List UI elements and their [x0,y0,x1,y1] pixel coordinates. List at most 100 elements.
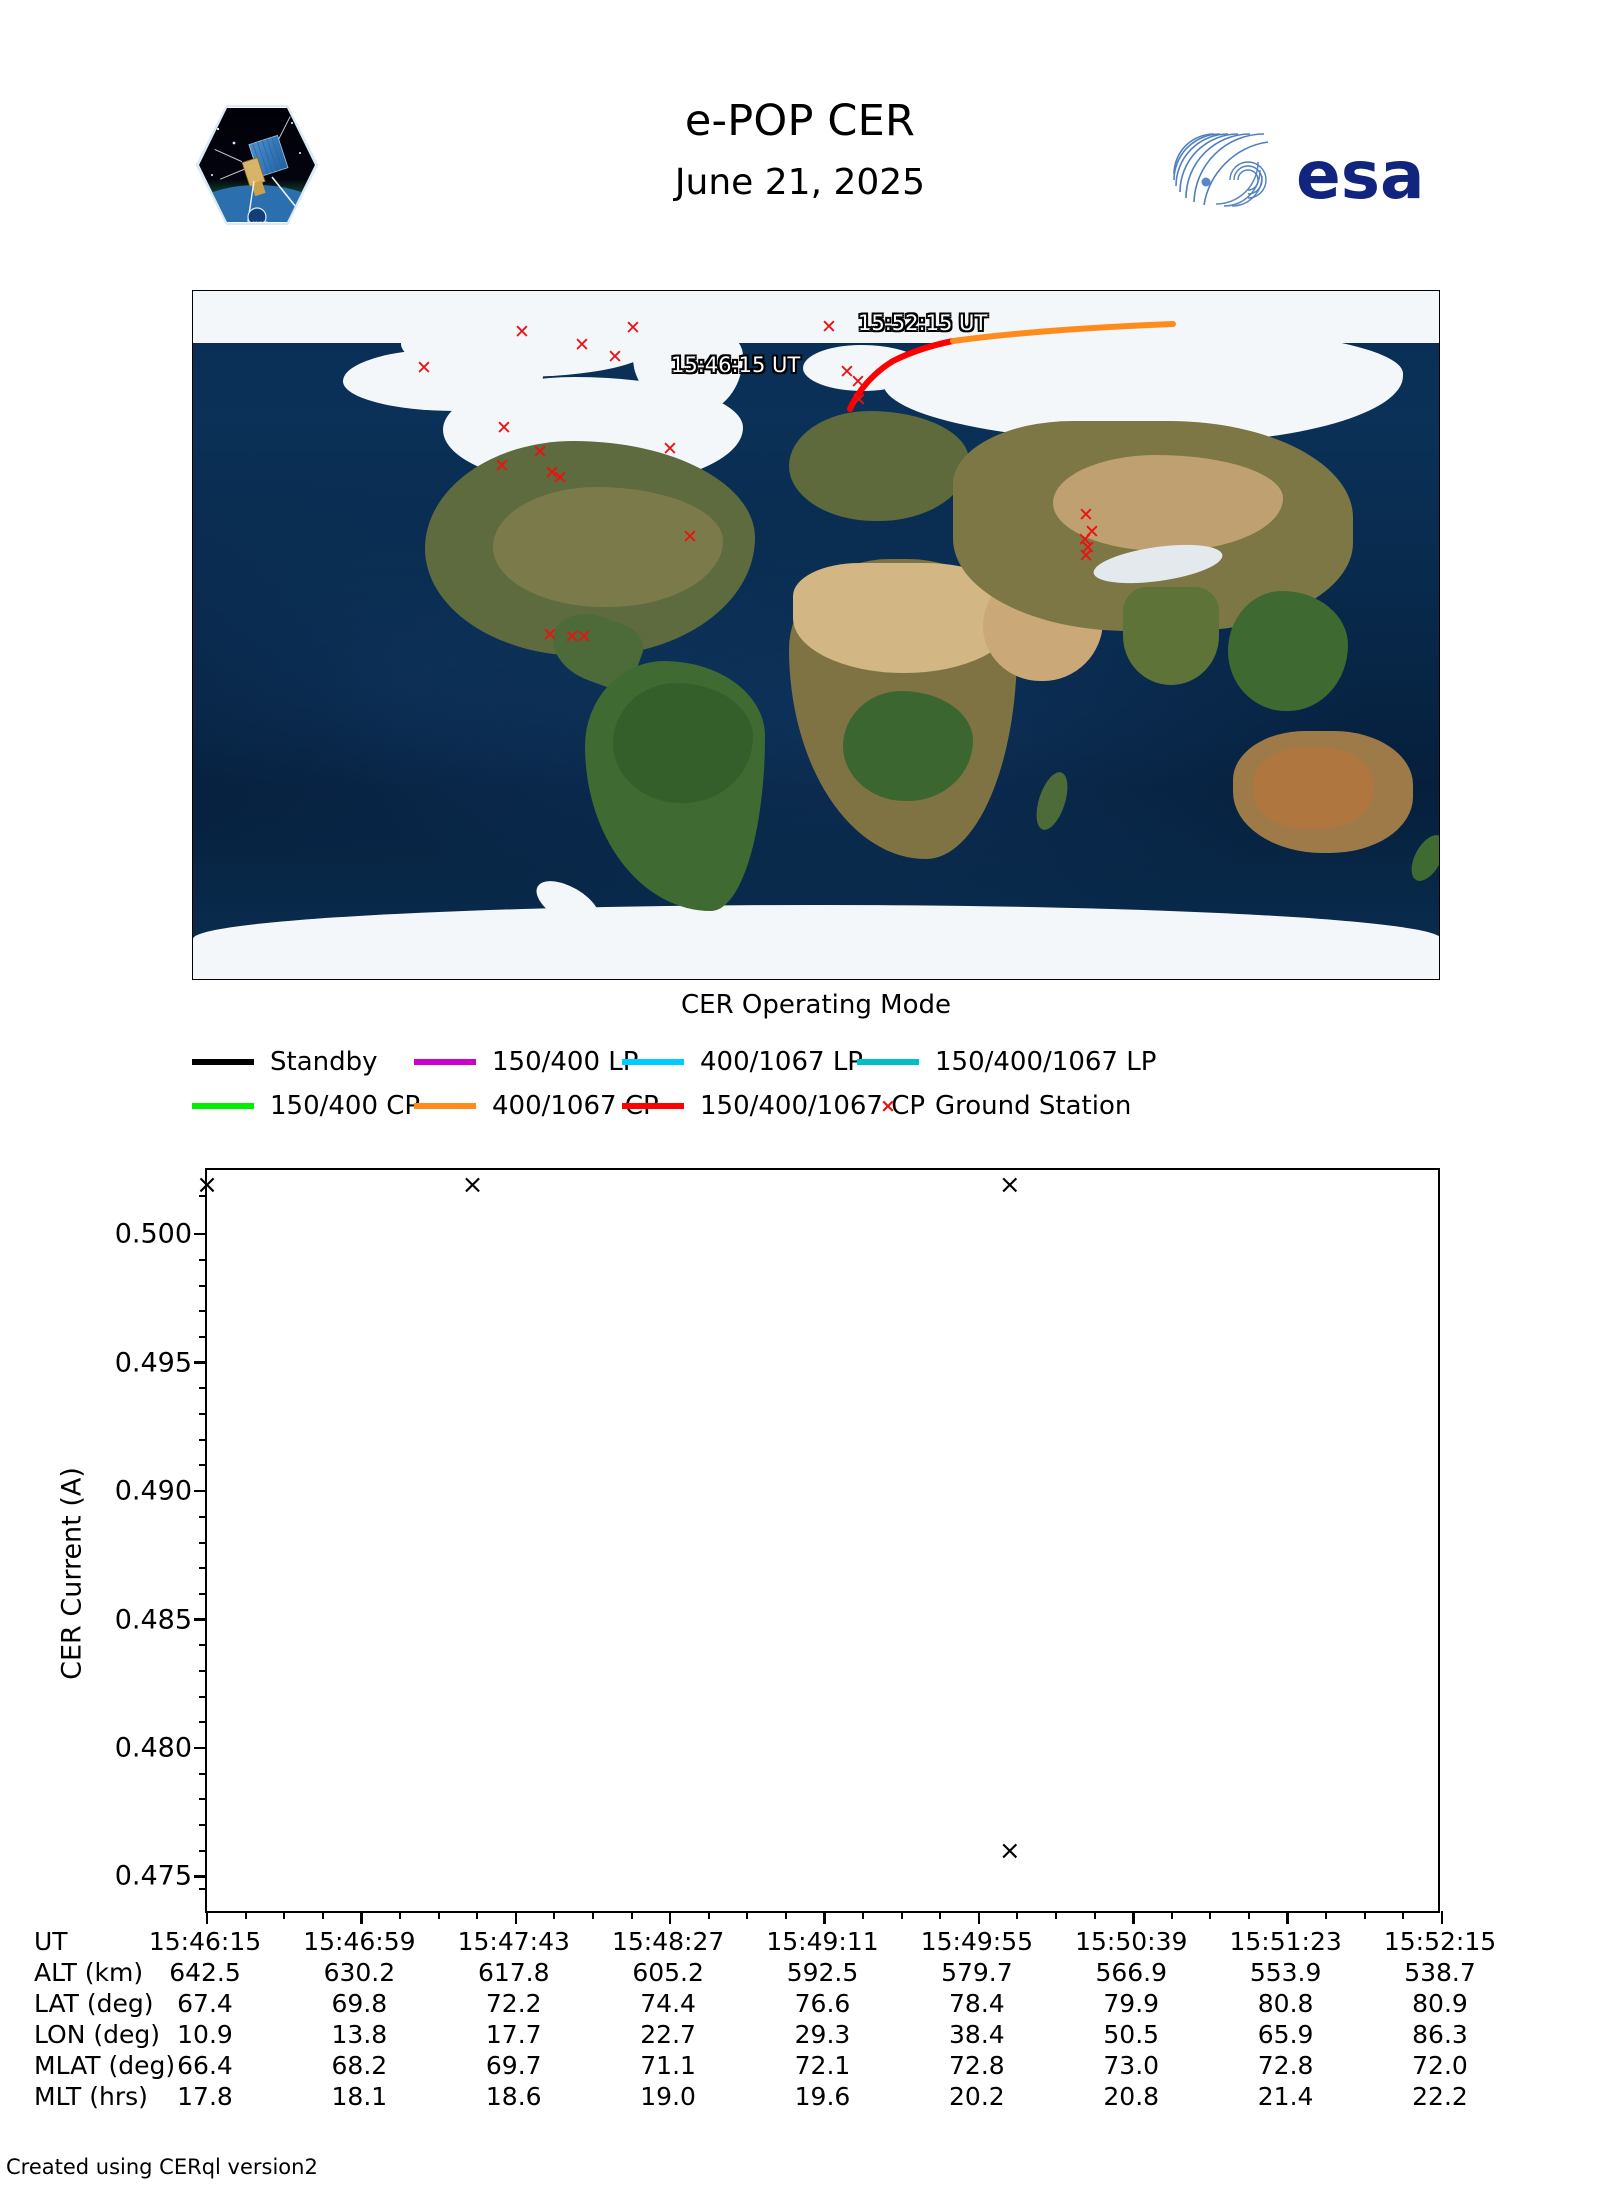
table-cell: 67.4 [177,1989,233,2018]
y-axis-minor-tick [199,1695,207,1698]
y-axis-tick [194,1746,207,1750]
table-cell: 10.9 [177,2020,233,2049]
legend-item: 150/400 LP [414,1047,638,1077]
y-axis-minor-tick [199,1438,207,1441]
world-map-image: ✕ ✕ ✕ ✕ ✕ ✕ ✕ ✕ ✕ ✕ ✕ ✕ ✕ ✕ ✕ ✕ ✕ ✕ ✕ ✕ … [193,291,1439,979]
ground-station-marker: ✕ [1078,545,1094,567]
y-axis-tick-label: 0.495 [114,1347,192,1379]
track-start-time-label: 15:46:15 UT [671,353,801,377]
legend-item: 400/1067 LP [622,1047,863,1077]
australia-outback [1253,747,1373,829]
ground-station-marker: ✕ [532,441,548,463]
table-cell: 71.1 [640,2051,696,2080]
y-axis-minor-tick [199,1772,207,1775]
legend-item: 400/1067 CP [414,1091,659,1121]
legend-label: 150/400 LP [492,1047,639,1077]
ground-station-marker: ✕ [850,371,866,393]
table-cell: 15:47:43 [457,1927,570,1956]
legend-row: Standby 150/400 LP 400/1067 LP 150/400/1067… [192,1040,1472,1084]
legend-marker-ground-station: × [880,1095,896,1117]
table-cell: 80.9 [1412,1989,1468,2018]
y-axis-tick [194,1232,207,1236]
congo-rainforest [843,691,973,801]
x-axis-minor-tick [784,1911,787,1919]
legend-item: 150/400/1067 LP [857,1047,1156,1077]
table-cell: 15:46:59 [303,1927,416,1956]
data-point-marker: × [461,1170,484,1201]
y-axis-tick-label: 0.500 [114,1218,192,1250]
table-cell: 19.0 [640,2082,696,2111]
y-axis-minor-tick [199,1541,207,1544]
x-axis-minor-tick [1248,1911,1251,1919]
y-axis-minor-tick [199,1258,207,1261]
header: CASSIOPE e-POP CER June 21, 2025 [0,0,1600,225]
x-axis-minor-tick [1402,1911,1405,1919]
ground-station-marker: ✕ [851,389,867,411]
ground-station-marker: ✕ [662,438,678,460]
y-axis-minor-tick [199,1387,207,1390]
table-cell: 80.8 [1257,1989,1314,2018]
x-axis-minor-tick [707,1911,710,1919]
table-cell: 69.8 [331,1989,388,2018]
table-row-label: LON (deg) [34,2020,160,2049]
x-axis-minor-tick [1363,1911,1366,1919]
table-cell: 538.7 [1404,1958,1476,1987]
map-caption: CER Operating Mode [680,990,951,1020]
x-axis-tick [823,1911,826,1924]
world-map-panel: ✕ ✕ ✕ ✕ ✕ ✕ ✕ ✕ ✕ ✕ ✕ ✕ ✕ ✕ ✕ ✕ ✕ ✕ ✕ ✕ … [192,290,1440,980]
table-cell: 630.2 [323,1958,396,1987]
legend-line-150-400-1067-lp [857,1059,919,1065]
table-cell: 579.7 [941,1958,1013,1987]
table-cell: 15:49:55 [920,1927,1034,1956]
y-axis-tick-label: 0.480 [114,1732,192,1764]
table-cell: 15:52:15 [1383,1927,1497,1956]
table-cell: 15:50:39 [1075,1927,1188,1956]
table-cell: 29.3 [794,2020,851,2049]
table-cell: 18.1 [331,2082,388,2111]
table-cell: 72.8 [1257,2051,1314,2080]
cer-current-plot: 0.500 0.495 0.490 0.485 0.480 0.475 × × × × [115,1168,1444,1924]
legend-row: 150/400 CP 400/1067 CP 150/400/1067 CP × Gro… [192,1084,1472,1128]
page-date: June 21, 2025 [674,162,926,203]
x-axis-minor-tick [437,1911,440,1919]
table-cell: 605.2 [632,1958,704,1987]
x-axis-tick [360,1911,363,1924]
y-axis-minor-tick [199,1824,207,1827]
table-cell: 592.5 [786,1958,859,1987]
table-row-label: LAT (deg) [34,1989,154,2018]
y-axis-minor-tick [199,1284,207,1287]
y-axis-minor-tick [199,1592,207,1595]
table-cell: 74.4 [640,1989,696,2018]
x-axis-minor-tick [900,1911,903,1919]
india-land [1123,587,1219,685]
table-cell: 15:51:23 [1229,1927,1342,1956]
y-axis-tick-label: 0.475 [114,1860,192,1892]
legend-item: Standby [192,1047,414,1077]
x-axis-tick [1132,1911,1135,1924]
ground-station-marker: ✕ [625,317,641,339]
x-axis-tick [668,1911,672,1924]
ground-station-marker: ✕ [494,455,510,477]
legend-line-400-1067-lp [622,1059,684,1065]
y-axis-minor-tick [199,1888,207,1891]
table-cell: 15:48:27 [611,1927,725,1956]
x-axis-tick [205,1911,209,1924]
ground-station-marker: ✕ [416,357,432,379]
ground-station-marker: ✕ [839,361,855,383]
x-axis-tick [1440,1911,1444,1924]
ephemeris-table-grid: UT 15:46:15 15:46:59 15:47:43 15:48:27 15:49:… [30,1925,1496,2111]
cassiope-mission-logo: CASSIOPE [196,105,318,225]
legend-line-standby [192,1059,254,1065]
legend: Standby 150/400 LP 400/1067 LP 150/400/1067… [192,1040,1472,1128]
ephemeris-table: UT 15:46:15 15:46:59 15:47:43 15:48:27 15:49:… [30,1925,1496,2111]
table-cell: 617.8 [477,1958,550,1987]
ground-station-marker: ✕ [1084,521,1100,543]
esa-wordmark: esa [1296,137,1425,208]
legend-label: 150/400 CP [270,1091,421,1121]
table-row-label: MLT (hrs) [34,2082,148,2111]
x-axis-minor-tick [283,1911,286,1919]
y-axis-tick [194,1618,207,1621]
ground-station-marker: ✕ [574,334,590,356]
y-axis-minor-tick [199,1194,207,1197]
table-cell: 72.8 [949,2051,1005,2080]
